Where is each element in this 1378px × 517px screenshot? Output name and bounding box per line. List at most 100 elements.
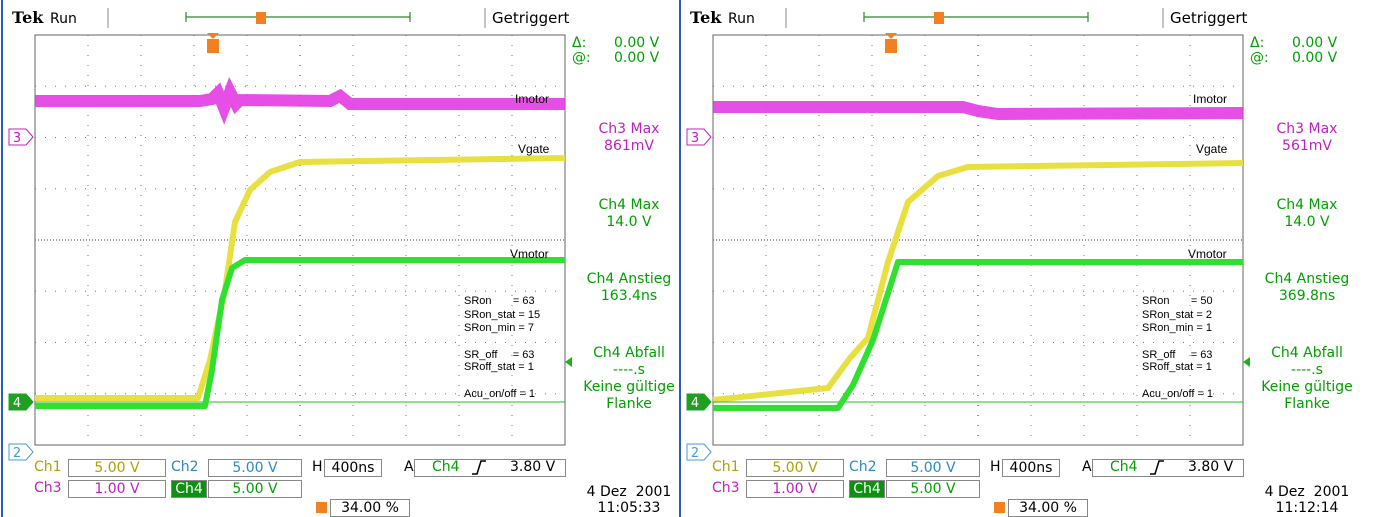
trigger-pos-icon <box>994 502 1005 513</box>
measurement-value: 369.8ns <box>1248 288 1366 305</box>
ch1-label: Ch1 <box>34 460 62 474</box>
ch3-label: Ch3 <box>34 481 62 495</box>
channel-marker-label: 2 <box>13 446 21 461</box>
run-state: Run <box>50 12 77 26</box>
trigger-bar <box>186 12 410 22</box>
cursor-delta-value: 0.00 V <box>1292 36 1337 50</box>
measurement-label: Ch3 Max <box>570 121 688 138</box>
channel-marker-label: 3 <box>691 131 699 146</box>
channel-marker-label: 4 <box>691 396 699 411</box>
time: 11:12:14 <box>1248 500 1366 517</box>
annotation: SRon_min = 7 <box>464 323 534 334</box>
annotation: SRoff_stat = 1 <box>464 362 534 373</box>
ch3-scale: 1.00 V <box>68 480 166 498</box>
trigger-mode: A <box>404 460 414 474</box>
annotation: SRon_min = 1 <box>1142 323 1212 334</box>
trigger-arrow <box>207 33 219 39</box>
trigger-position-icon <box>207 39 219 53</box>
ch2-label: Ch2 <box>171 460 199 474</box>
measurement-value: 14.0 V <box>1248 214 1366 231</box>
annotation: SRon = 63 <box>464 296 535 307</box>
annotation: SR_off = 63 <box>464 350 534 361</box>
date: 4 Dez 2001 <box>1248 484 1366 501</box>
trace-imotor <box>35 92 565 108</box>
scope: 3 4 2 Tek Run GetriggertΔ: 0.00 V @: 0.00 V Imoto… <box>0 0 689 517</box>
ch4-scale: 5.00 V <box>886 480 980 498</box>
ch1-scale: 5.00 V <box>746 459 844 477</box>
channel-marker-label: 2 <box>691 446 699 461</box>
graticule: 3 4 2 <box>0 0 689 517</box>
cursor-at-value: 0.00 V <box>614 51 659 65</box>
measurement-value: 163.4ns <box>570 288 688 305</box>
trigger-mode: A <box>1082 460 1092 474</box>
measurement-value: ‐‐‐‐.s <box>570 362 688 379</box>
measurement-label: Ch4 Abfall <box>570 345 688 362</box>
annotation: Acu_on/off = 1 <box>464 389 535 400</box>
trace-label: Vgate <box>518 143 549 155</box>
cursor-delta-label: Δ: <box>572 36 586 50</box>
cursor-at-value: 0.00 V <box>1292 51 1337 65</box>
ch2-label: Ch2 <box>849 460 877 474</box>
measurement-value: ‐‐‐‐.s <box>1248 362 1366 379</box>
ch1-label: Ch1 <box>712 460 740 474</box>
annotation: SRon_stat = 2 <box>1142 310 1212 321</box>
cursor-at-label: @: <box>572 51 591 65</box>
cursor-delta-value: 0.00 V <box>614 36 659 50</box>
annotation: SRon_stat = 15 <box>464 310 540 321</box>
ch2-scale: 5.00 V <box>208 459 302 477</box>
brand: Tek <box>690 10 721 26</box>
timebase-label: H <box>990 460 1001 474</box>
screenshot: 342TekRunGetriggertΔ:0.00 V@:0.00 VImoto… <box>0 0 1378 517</box>
trace-label: Vgate <box>1196 143 1227 155</box>
measurement-value: 861mV <box>570 138 688 155</box>
trigger-pos-icon <box>316 502 327 513</box>
channel-marker-label: 3 <box>13 131 21 146</box>
ch2-scale: 5.00 V <box>886 459 980 477</box>
measurement-label: Ch4 Abfall <box>1248 345 1366 362</box>
timebase-label: H <box>312 460 323 474</box>
trace-label: Vmotor <box>1188 248 1227 260</box>
measurement-label: Ch3 Max <box>1248 121 1366 138</box>
trace-imotor <box>713 107 1243 114</box>
brand: Tek <box>12 10 43 26</box>
trigger-status: Getriggert <box>1170 11 1247 26</box>
run-state: Run <box>728 12 755 26</box>
channel-marker-label: 4 <box>13 396 21 411</box>
measurement-label: Ch4 Max <box>570 197 688 214</box>
annotation: SRon = 50 <box>1142 296 1213 307</box>
trigger-position-icon <box>885 39 897 53</box>
measurement-value: 14.0 V <box>570 214 688 231</box>
trigger-box <box>1092 459 1244 477</box>
trigger-arrow <box>885 33 897 39</box>
time: 11:05:33 <box>570 500 688 517</box>
annotation: SRoff_stat = 1 <box>1142 362 1212 373</box>
trigger-position: 34.00 % <box>1008 499 1088 517</box>
ch3-label: Ch3 <box>712 481 740 495</box>
trace-label: Imotor <box>515 93 549 105</box>
measurement-label: Ch4 Anstieg <box>1248 271 1366 288</box>
trigger-box <box>414 459 566 477</box>
cursor-delta-label: Δ: <box>1250 36 1264 50</box>
timebase: 400ns <box>1002 459 1060 477</box>
trace-label: Imotor <box>1193 93 1227 105</box>
ch4-label: Ch4 <box>849 480 885 498</box>
graticule: 3 4 2 <box>678 0 1367 517</box>
measurement-label: Ch4 Max <box>1248 197 1366 214</box>
trigger-bar <box>864 12 1088 22</box>
measurement-label: Keine gültige Flanke <box>1248 379 1366 413</box>
date: 4 Dez 2001 <box>570 484 688 501</box>
trigger-icon <box>934 12 944 24</box>
cursor-at-label: @: <box>1250 51 1269 65</box>
trigger-position: 34.00 % <box>330 499 410 517</box>
annotation: Acu_on/off = 1 <box>1142 389 1213 400</box>
ch3-scale: 1.00 V <box>746 480 844 498</box>
annotation: SR_off = 63 <box>1142 350 1212 361</box>
trigger-icon <box>256 12 266 24</box>
ch4-scale: 5.00 V <box>208 480 302 498</box>
timebase: 400ns <box>324 459 382 477</box>
measurement-label: Keine gültige Flanke <box>570 379 688 413</box>
trigger-status: Getriggert <box>492 11 569 26</box>
trace-label: Vmotor <box>510 248 549 260</box>
ch1-scale: 5.00 V <box>68 459 166 477</box>
measurement-label: Ch4 Anstieg <box>570 271 688 288</box>
